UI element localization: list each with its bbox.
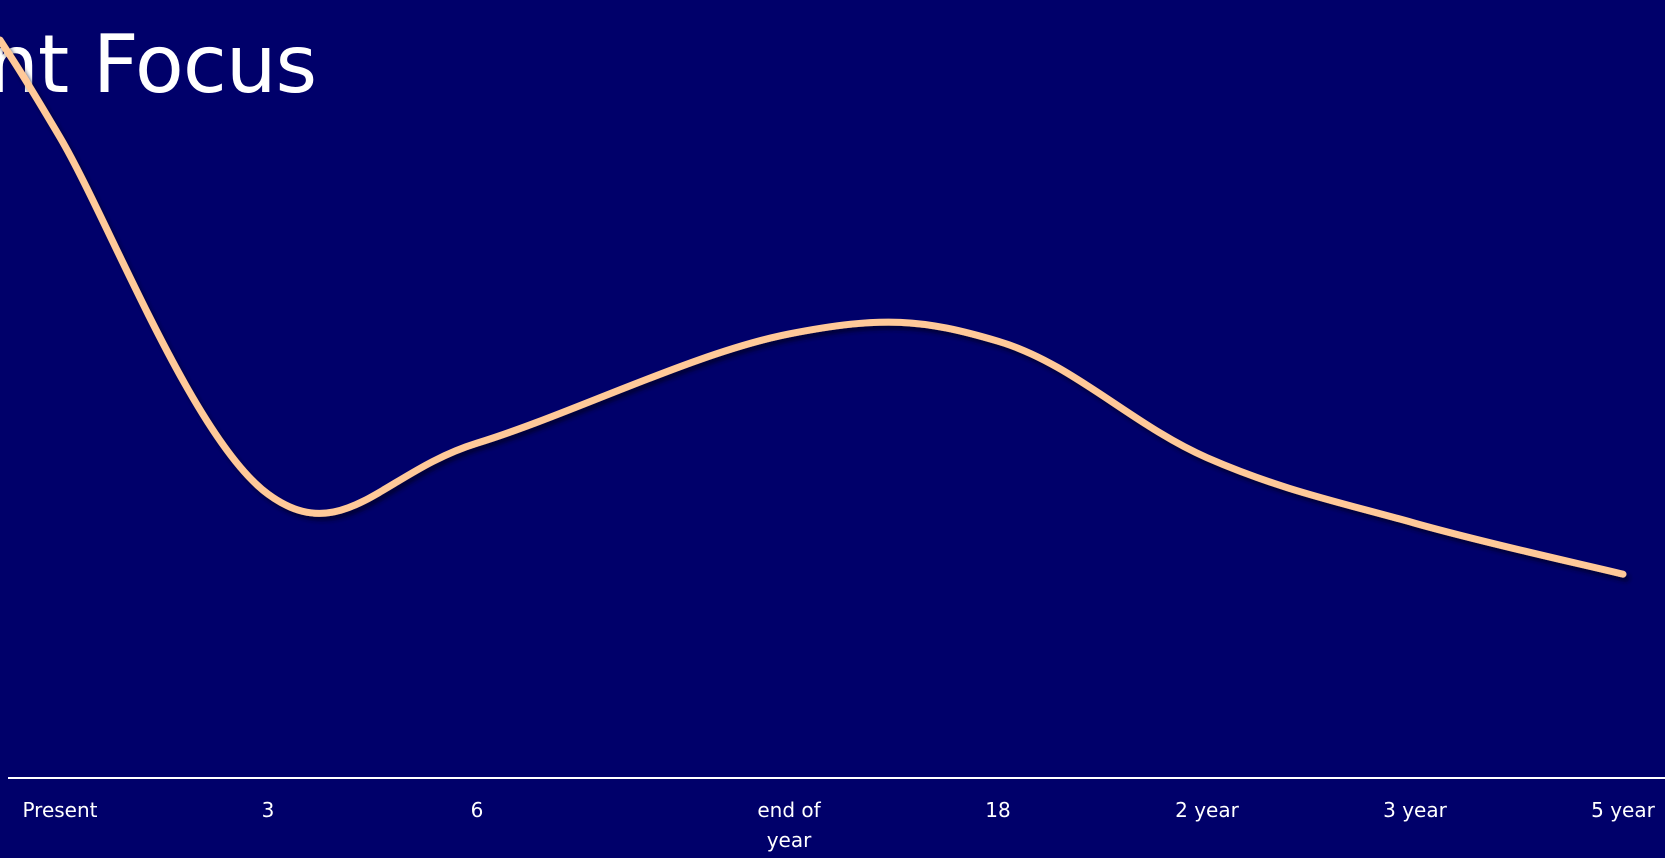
- x-tick-label: Present: [22, 798, 97, 822]
- x-tick-label: 18: [985, 798, 1010, 822]
- x-tick-label: 5 year: [1591, 798, 1655, 822]
- x-tick-label: 3: [262, 798, 275, 822]
- slide-title: ent Focus: [0, 18, 317, 111]
- x-tick-label: 6: [471, 798, 484, 822]
- x-tick-label: 3 year: [1383, 798, 1447, 822]
- x-tick-label: 2 year: [1175, 798, 1239, 822]
- x-tick-label: end of year: [757, 798, 821, 852]
- series-line: [0, 36, 1627, 578]
